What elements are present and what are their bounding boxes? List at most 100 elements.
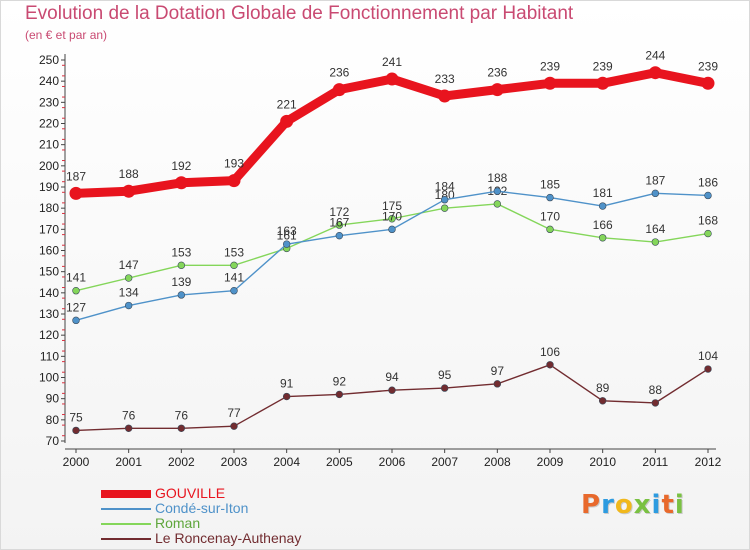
series-gouville: 187 188 192 193 221 236 241 233 236 239 239 244 239 bbox=[66, 49, 718, 200]
data-label-gouville-2007: 233 bbox=[435, 72, 455, 86]
y-tick-label: 200 bbox=[39, 159, 59, 173]
data-point-roman-2009 bbox=[546, 225, 554, 234]
legend-swatch-le-roncenay-authenay bbox=[101, 537, 151, 540]
y-tick-label: 130 bbox=[39, 307, 59, 321]
data-label-le-roncenay-authenay-2000: 75 bbox=[69, 410, 83, 424]
legend-item-gouville[interactable]: GOUVILLE bbox=[101, 486, 301, 501]
data-label-gouville-2008: 236 bbox=[487, 66, 507, 80]
data-point-gouville-2001 bbox=[122, 184, 136, 198]
data-label-conde-sur-iton-2010: 181 bbox=[593, 186, 613, 200]
data-label-le-roncenay-authenay-2007: 95 bbox=[438, 368, 452, 382]
data-point-conde-sur-iton-2006 bbox=[388, 225, 396, 234]
data-label-le-roncenay-authenay-2011: 88 bbox=[649, 383, 663, 397]
data-label-gouville-2010: 239 bbox=[593, 59, 613, 73]
series-conde-sur-iton: 127 134 139 141 163 167 170 184 188 185 181 187 186 bbox=[66, 171, 718, 325]
legend-item-le-roncenay-authenay[interactable]: Le Roncenay-Authenay bbox=[101, 531, 301, 546]
data-label-le-roncenay-authenay-2003: 77 bbox=[227, 406, 241, 420]
data-label-gouville-2000: 187 bbox=[66, 169, 86, 183]
y-tick-label: 230 bbox=[39, 95, 59, 109]
logo-letter: o bbox=[614, 490, 634, 520]
x-tick-label-2005: 2005 bbox=[326, 455, 353, 469]
data-point-le-roncenay-authenay-2002 bbox=[177, 424, 186, 432]
proxiti-logo: Proxiti bbox=[581, 490, 685, 520]
data-point-le-roncenay-authenay-2003 bbox=[230, 422, 238, 430]
data-point-gouville-2009 bbox=[543, 76, 557, 90]
chart-axes: 7080901001101201301401501601701801902002… bbox=[39, 53, 722, 469]
data-label-conde-sur-iton-2000: 127 bbox=[66, 300, 86, 314]
x-tick-label-2012: 2012 bbox=[695, 455, 722, 469]
logo-letter: x bbox=[633, 490, 652, 520]
legend-swatch-gouville bbox=[101, 489, 151, 498]
x-tick-label-2003: 2003 bbox=[221, 455, 248, 469]
series-line-gouville bbox=[71, 68, 713, 198]
x-tick-label-2008: 2008 bbox=[484, 455, 511, 469]
data-point-roman-2010 bbox=[598, 234, 607, 242]
data-point-gouville-2008 bbox=[490, 83, 504, 97]
data-label-gouville-2002: 192 bbox=[171, 159, 191, 173]
data-label-conde-sur-iton-2002: 139 bbox=[171, 275, 191, 289]
data-point-roman-2007 bbox=[440, 204, 449, 212]
x-tick-label-2011: 2011 bbox=[642, 455, 668, 469]
data-point-roman-2000 bbox=[72, 287, 80, 295]
data-label-gouville-2011: 244 bbox=[645, 49, 665, 63]
data-label-conde-sur-iton-2003: 141 bbox=[224, 271, 244, 285]
data-point-conde-sur-iton-2003 bbox=[230, 287, 238, 295]
data-point-conde-sur-iton-2010 bbox=[598, 202, 607, 210]
data-label-roman-2002: 153 bbox=[171, 245, 191, 259]
data-point-conde-sur-iton-2012 bbox=[704, 191, 712, 200]
data-point-conde-sur-iton-2008 bbox=[493, 187, 502, 195]
y-tick-label: 240 bbox=[39, 74, 59, 88]
data-label-roman-2003: 153 bbox=[224, 245, 244, 259]
legend-label-gouville: GOUVILLE bbox=[155, 485, 226, 501]
y-tick-label: 100 bbox=[39, 371, 59, 385]
y-tick-label: 250 bbox=[39, 53, 59, 67]
data-label-gouville-2003: 193 bbox=[224, 157, 244, 171]
data-point-roman-2001 bbox=[124, 274, 133, 282]
data-label-roman-2000: 141 bbox=[66, 271, 86, 285]
legend-item-conde-sur-iton[interactable]: Condé-sur-Iton bbox=[101, 501, 301, 516]
data-point-le-roncenay-authenay-2005 bbox=[335, 390, 344, 399]
legend-item-roman[interactable]: Roman bbox=[101, 516, 301, 531]
data-point-le-roncenay-authenay-2000 bbox=[72, 426, 80, 435]
x-tick-label-2010: 2010 bbox=[589, 455, 616, 469]
data-point-conde-sur-iton-2004 bbox=[282, 240, 291, 248]
data-point-roman-2012 bbox=[704, 229, 712, 238]
legend-label-conde-sur-iton: Condé-sur-Iton bbox=[155, 500, 249, 516]
data-label-le-roncenay-authenay-2012: 104 bbox=[698, 349, 718, 363]
logo-letter: P bbox=[581, 490, 602, 520]
y-tick-label: 170 bbox=[39, 222, 59, 236]
x-tick-label-2006: 2006 bbox=[379, 455, 406, 469]
logo-letter: i bbox=[651, 490, 662, 520]
data-point-gouville-2000 bbox=[69, 186, 83, 200]
x-tick-label-2007: 2007 bbox=[431, 455, 458, 469]
data-point-le-roncenay-authenay-2008 bbox=[493, 380, 502, 388]
data-point-gouville-2002 bbox=[174, 176, 188, 190]
y-tick-label: 210 bbox=[39, 138, 59, 152]
data-point-le-roncenay-authenay-2010 bbox=[598, 397, 607, 405]
data-label-conde-sur-iton-2006: 170 bbox=[382, 209, 402, 223]
data-point-roman-2003 bbox=[230, 261, 238, 270]
data-label-gouville-2001: 188 bbox=[119, 167, 139, 181]
logo-letter: r bbox=[601, 490, 615, 520]
data-point-le-roncenay-authenay-2006 bbox=[388, 386, 396, 394]
data-point-roman-2006 bbox=[388, 215, 396, 223]
chart-title: Evolution de la Dotation Globale de Fonc… bbox=[25, 3, 574, 24]
data-label-conde-sur-iton-2012: 186 bbox=[698, 175, 718, 189]
data-label-le-roncenay-authenay-2010: 89 bbox=[596, 381, 610, 395]
x-tick-label-2000: 2000 bbox=[63, 455, 90, 469]
x-tick-label-2004: 2004 bbox=[273, 455, 300, 469]
data-point-gouville-2007 bbox=[438, 89, 452, 103]
data-point-gouville-2010 bbox=[596, 76, 610, 90]
data-point-gouville-2003 bbox=[227, 174, 241, 188]
data-point-le-roncenay-authenay-2009 bbox=[546, 361, 554, 369]
data-label-conde-sur-iton-2011: 187 bbox=[645, 173, 665, 187]
data-label-roman-2004: 161 bbox=[277, 228, 297, 242]
data-label-conde-sur-iton-2004: 163 bbox=[277, 224, 297, 238]
y-tick-label: 180 bbox=[39, 201, 59, 215]
data-point-le-roncenay-authenay-2001 bbox=[124, 424, 133, 432]
chart-subtitle: (en € et par an) bbox=[25, 28, 108, 42]
series-le-roncenay-authenay: 75 76 76 77 91 92 94 95 97 106 89 88 104 bbox=[69, 345, 718, 435]
legend-swatch-roman bbox=[101, 522, 151, 525]
y-tick-label: 190 bbox=[39, 180, 59, 194]
